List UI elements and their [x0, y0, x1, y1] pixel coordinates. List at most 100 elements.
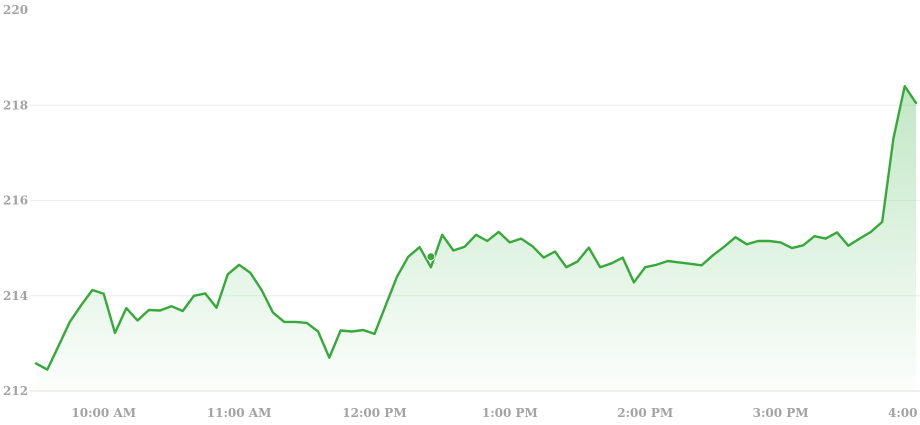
data-point[interactable]	[33, 360, 39, 366]
data-point[interactable]	[778, 239, 784, 245]
data-point[interactable]	[191, 293, 197, 299]
x-axis: 10:00 AM 11:00 AM 12:00 PM 1:00 PM 2:00 PM 3:…	[71, 406, 920, 420]
area-layer	[36, 86, 916, 391]
data-point[interactable]	[360, 327, 366, 333]
data-point[interactable]	[270, 309, 276, 315]
data-point[interactable]	[67, 319, 73, 325]
data-point[interactable]	[326, 355, 332, 361]
data-point[interactable]	[484, 238, 490, 244]
data-point[interactable]	[123, 305, 129, 311]
data-point[interactable]	[304, 320, 310, 326]
data-point[interactable]	[766, 238, 772, 244]
data-point[interactable]	[405, 254, 411, 260]
data-point[interactable]	[507, 239, 513, 245]
data-point[interactable]	[383, 302, 389, 308]
data-point[interactable]	[845, 243, 851, 249]
data-point[interactable]	[654, 262, 660, 268]
data-point[interactable]	[349, 329, 355, 335]
data-point[interactable]	[879, 219, 885, 225]
data-point[interactable]	[608, 260, 614, 266]
data-point[interactable]	[710, 252, 716, 258]
data-point[interactable]	[338, 328, 344, 334]
data-point[interactable]	[721, 244, 727, 250]
x-tick-label: 1:00 PM	[482, 406, 538, 420]
data-point[interactable]	[78, 302, 84, 308]
data-point[interactable]	[890, 136, 896, 142]
x-tick-label: 11:00 AM	[207, 406, 272, 420]
data-point[interactable]	[552, 249, 558, 255]
data-point[interactable]	[699, 262, 705, 268]
x-tick-label: 10:00 AM	[71, 406, 136, 420]
y-tick-label: 220	[3, 3, 28, 17]
data-point[interactable]	[665, 258, 671, 264]
x-tick-label: 12:00 PM	[342, 406, 406, 420]
data-point[interactable]	[812, 233, 818, 239]
data-point[interactable]	[315, 329, 321, 335]
data-point[interactable]	[157, 308, 163, 314]
data-point[interactable]	[789, 245, 795, 251]
data-point[interactable]	[597, 264, 603, 270]
line-layer	[33, 83, 919, 373]
x-tick-label: 3:00 PM	[753, 406, 809, 420]
data-point[interactable]	[529, 243, 535, 249]
data-point[interactable]	[236, 262, 242, 268]
y-tick-label: 214	[3, 289, 28, 303]
data-point[interactable]	[428, 264, 434, 270]
data-point[interactable]	[439, 232, 445, 238]
data-point[interactable]	[259, 287, 265, 293]
data-point[interactable]	[462, 244, 468, 250]
data-point[interactable]	[112, 330, 118, 336]
series-area	[36, 86, 916, 391]
data-point[interactable]	[857, 236, 863, 242]
data-point[interactable]	[101, 291, 107, 297]
data-point[interactable]	[202, 290, 208, 296]
data-point[interactable]	[473, 232, 479, 238]
data-point[interactable]	[676, 259, 682, 265]
data-point[interactable]	[89, 287, 95, 293]
data-point[interactable]	[180, 308, 186, 314]
x-tick-label: 2:00 PM	[617, 406, 673, 420]
data-point[interactable]	[496, 229, 502, 235]
data-point[interactable]	[247, 270, 253, 276]
data-point[interactable]	[913, 100, 919, 106]
data-point[interactable]	[631, 279, 637, 285]
y-tick-label: 216	[3, 194, 28, 208]
data-point[interactable]	[800, 242, 806, 248]
marker-layer	[426, 252, 436, 262]
data-point[interactable]	[586, 245, 592, 251]
data-point[interactable]	[293, 319, 299, 325]
data-point[interactable]	[563, 264, 569, 270]
data-point[interactable]	[541, 255, 547, 261]
y-tick-label: 218	[3, 98, 28, 112]
y-axis: 212 214 216 218 220	[3, 3, 28, 398]
data-point[interactable]	[417, 244, 423, 250]
data-point[interactable]	[755, 238, 761, 244]
data-point[interactable]	[214, 305, 220, 311]
data-point[interactable]	[146, 307, 152, 313]
data-point[interactable]	[372, 331, 378, 337]
data-point[interactable]	[733, 234, 739, 240]
data-point[interactable]	[450, 248, 456, 254]
data-point[interactable]	[168, 303, 174, 309]
data-point[interactable]	[225, 271, 231, 277]
data-point[interactable]	[868, 229, 874, 235]
data-point[interactable]	[135, 318, 141, 324]
y-tick-label: 212	[3, 384, 28, 398]
data-point[interactable]	[744, 241, 750, 247]
data-point[interactable]	[823, 236, 829, 242]
data-point[interactable]	[642, 264, 648, 270]
data-point[interactable]	[902, 83, 908, 89]
data-point[interactable]	[44, 367, 50, 373]
data-point[interactable]	[56, 343, 62, 349]
data-point[interactable]	[620, 255, 626, 261]
x-tick-label: 4:00 PM	[888, 406, 920, 420]
data-point[interactable]	[394, 274, 400, 280]
data-point[interactable]	[281, 319, 287, 325]
data-point[interactable]	[518, 236, 524, 242]
series-line	[34, 85, 918, 371]
data-point[interactable]	[834, 229, 840, 235]
data-point[interactable]	[575, 259, 581, 265]
hover-marker	[426, 252, 436, 262]
data-point[interactable]	[687, 261, 693, 267]
